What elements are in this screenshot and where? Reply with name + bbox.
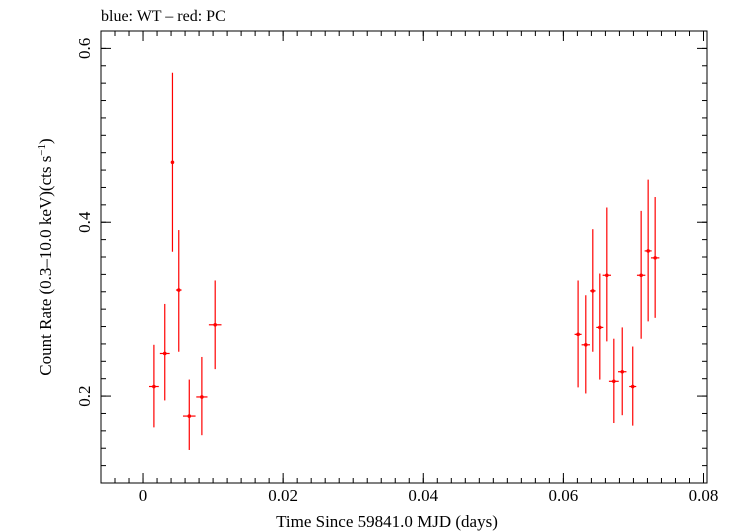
data-point bbox=[170, 72, 175, 252]
minor-ticks bbox=[100, 30, 707, 484]
data-marker bbox=[612, 379, 616, 384]
data-point bbox=[159, 303, 170, 401]
data-point bbox=[629, 346, 637, 426]
data-marker bbox=[653, 256, 657, 260]
data-point bbox=[148, 344, 159, 428]
data-marker bbox=[213, 323, 217, 327]
data-point bbox=[175, 230, 182, 352]
chart-title: blue: WT – red: PC bbox=[101, 8, 226, 25]
x-axis-label: Time Since 59841.0 MJD (days) bbox=[276, 512, 498, 531]
data-marker bbox=[170, 160, 175, 165]
data-marker bbox=[598, 325, 602, 330]
data-marker bbox=[605, 273, 609, 278]
data-marker bbox=[620, 369, 625, 374]
data-marker bbox=[630, 384, 635, 389]
data-point bbox=[608, 338, 619, 424]
data-marker bbox=[152, 384, 156, 389]
data-point bbox=[196, 356, 208, 436]
y-tick-label: 0.6 bbox=[75, 38, 94, 59]
data-point bbox=[590, 229, 596, 352]
tick-labels: 0 0.02 0.04 0.06 0.08 0.2 0.4 0.6 bbox=[75, 38, 718, 505]
data-marker bbox=[187, 414, 192, 418]
y-axis-label-main: Count Rate (0.3–10.0 keV)(cts s bbox=[36, 156, 55, 376]
data-marker bbox=[639, 273, 643, 278]
data-point bbox=[602, 207, 612, 342]
data-marker bbox=[176, 288, 181, 292]
data-marker bbox=[576, 332, 580, 337]
x-tick-label: 0.04 bbox=[408, 486, 438, 505]
data-point bbox=[644, 179, 652, 322]
data-marker bbox=[584, 342, 588, 347]
data-point bbox=[636, 210, 646, 339]
data-point bbox=[182, 379, 196, 450]
y-axis-label-close: ) bbox=[36, 138, 55, 144]
data-point bbox=[574, 280, 582, 388]
data-point bbox=[596, 273, 604, 380]
x-tick-label: 0 bbox=[139, 486, 148, 505]
data-point bbox=[208, 280, 222, 370]
data-marker bbox=[200, 395, 204, 399]
y-axis-label: Count Rate (0.3–10.0 keV)(cts s−1) bbox=[36, 138, 55, 375]
data-marker bbox=[591, 289, 595, 293]
major-ticks bbox=[101, 31, 707, 483]
data-point bbox=[650, 197, 660, 318]
x-tick-label: 0.08 bbox=[689, 486, 719, 505]
x-tick-label: 0.06 bbox=[549, 486, 579, 505]
y-tick-label: 0.2 bbox=[75, 385, 94, 406]
y-tick-label: 0.4 bbox=[75, 211, 94, 233]
x-tick-label: 0.02 bbox=[268, 486, 298, 505]
y-axis-label-sup: −1 bbox=[36, 144, 48, 156]
data-point bbox=[581, 295, 591, 394]
plot-frame bbox=[100, 30, 708, 484]
data-points bbox=[148, 72, 660, 450]
data-marker bbox=[162, 351, 167, 356]
data-point bbox=[618, 327, 627, 416]
data-marker bbox=[646, 249, 650, 253]
